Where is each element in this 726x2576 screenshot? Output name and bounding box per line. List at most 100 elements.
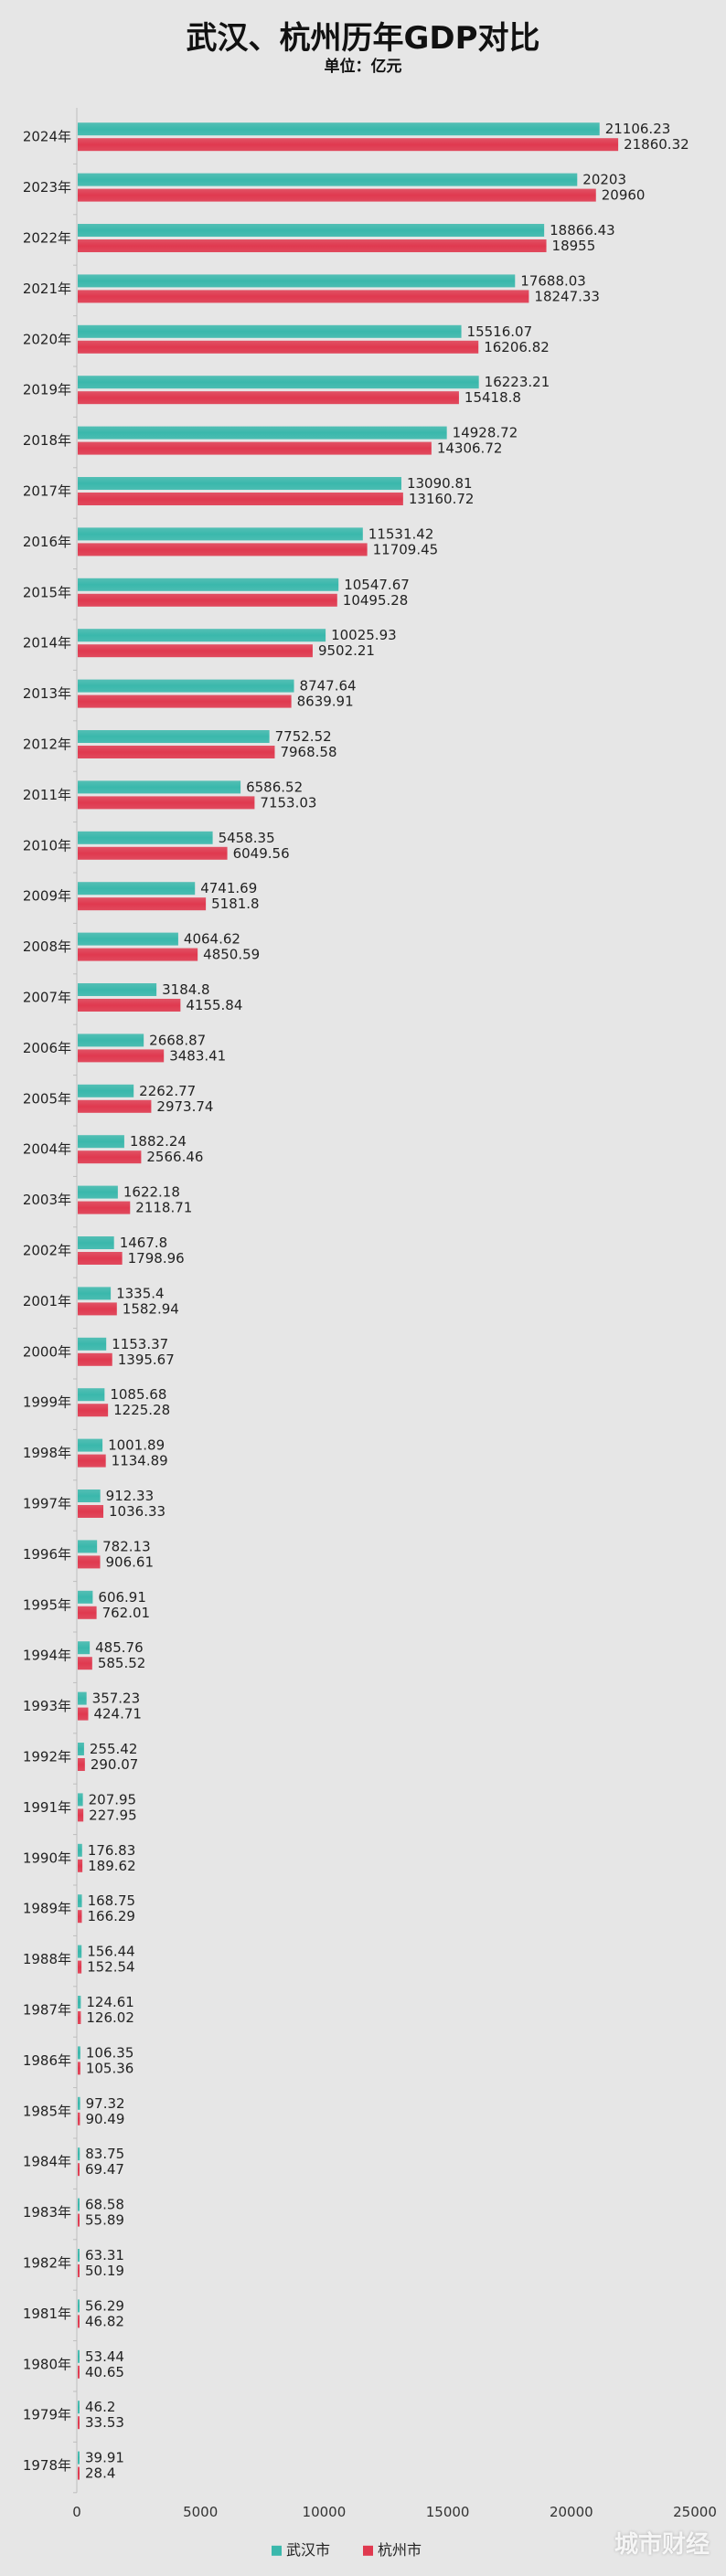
data-label-hangzhou: 4850.59 [203,947,260,963]
bar-wuhan [78,882,196,896]
legend-swatch-hangzhou [363,2545,373,2556]
data-label-hangzhou: 13160.72 [409,491,475,507]
bar-hangzhou [78,2466,80,2480]
data-label-wuhan: 4741.69 [200,880,257,896]
bar-wuhan [78,1843,82,1857]
category-label: 1983年 [23,2204,71,2221]
data-label-wuhan: 63.31 [85,2247,124,2263]
data-label-hangzhou: 290.07 [91,1756,139,1773]
data-label-wuhan: 485.76 [95,1639,144,1656]
category-label: 1982年 [23,2255,71,2272]
bar-hangzhou [78,441,432,455]
category-label: 2024年 [23,129,71,145]
bar-hangzhou [78,2163,80,2177]
data-label-hangzhou: 126.02 [86,2009,134,2026]
bar-wuhan [78,477,401,490]
category-label: 2017年 [23,483,71,500]
bar-hangzhou [78,999,181,1012]
bar-wuhan [78,2249,80,2262]
data-label-hangzhou: 21860.32 [624,136,689,153]
bar-wuhan [78,578,339,591]
category-label: 1999年 [23,1394,71,1411]
data-label-wuhan: 1335.4 [116,1285,165,1301]
bar-wuhan [78,2096,80,2110]
category-label: 2003年 [23,1192,71,1208]
data-label-hangzhou: 40.65 [85,2364,124,2380]
bar-wuhan [78,173,578,186]
x-tick-label: 15000 [426,2504,470,2520]
bar-hangzhou [78,2112,80,2125]
category-label: 1980年 [23,2356,71,2372]
data-label-hangzhou: 1798.96 [128,1250,185,1267]
bar-wuhan [78,376,479,389]
data-label-wuhan: 11531.42 [368,525,434,542]
bar-wuhan [78,1793,83,1807]
legend-swatch-wuhan [272,2545,282,2556]
bar-wuhan [78,122,600,136]
bar-hangzhou [78,2264,80,2277]
bar-wuhan [78,780,241,794]
category-label: 1991年 [23,1799,71,1816]
category-label: 2007年 [23,990,71,1006]
x-tick-label: 0 [72,2504,81,2520]
bar-hangzhou [78,1606,97,1619]
bar-wuhan [78,1034,144,1047]
data-label-wuhan: 6586.52 [246,779,303,795]
category-label: 2019年 [23,382,71,398]
category-label: 1995年 [23,1596,71,1613]
data-label-hangzhou: 1225.28 [113,1402,170,1418]
bar-hangzhou [78,1910,82,1924]
data-label-wuhan: 1467.8 [120,1235,168,1251]
bar-wuhan [78,1945,82,1958]
category-label: 2000年 [23,1343,71,1360]
bar-hangzhou [78,1707,89,1721]
bar-hangzhou [78,644,313,658]
x-tick-label: 25000 [673,2504,717,2520]
data-label-hangzhou: 189.62 [88,1858,135,1874]
data-label-wuhan: 17688.03 [520,272,586,289]
data-label-hangzhou: 585.52 [98,1655,146,1671]
data-label-wuhan: 1001.89 [108,1437,165,1454]
data-label-hangzhou: 166.29 [87,1908,135,1924]
bar-hangzhou [78,846,228,860]
data-label-wuhan: 10547.67 [344,577,410,593]
data-label-wuhan: 106.35 [86,2044,134,2061]
data-label-wuhan: 5458.35 [219,830,275,846]
data-label-wuhan: 782.13 [102,1538,151,1554]
data-label-hangzhou: 2973.74 [156,1098,213,1115]
data-label-hangzhou: 2566.46 [146,1149,203,1165]
bar-hangzhou [78,1404,109,1417]
x-tick-label: 10000 [303,2504,347,2520]
bar-wuhan [78,2401,80,2414]
category-label: 1997年 [23,1496,71,1512]
data-label-wuhan: 8747.64 [300,678,357,694]
bar-hangzhou [78,188,596,202]
data-label-hangzhou: 2118.71 [135,1200,192,1216]
data-label-hangzhou: 1036.33 [109,1503,165,1520]
bar-wuhan [78,983,157,996]
bar-wuhan [78,629,326,642]
watermark: 城市财经 [614,2531,710,2559]
data-label-hangzhou: 1134.89 [112,1453,168,1469]
category-label: 2005年 [23,1090,71,1107]
data-label-hangzhou: 6049.56 [233,845,290,862]
category-label: 1996年 [23,1546,71,1563]
chart-title: 武汉、杭州历年GDP对比 [186,20,540,57]
data-label-wuhan: 13090.81 [407,475,473,492]
bar-hangzhou [78,2062,80,2075]
data-label-wuhan: 56.29 [85,2297,124,2314]
data-label-wuhan: 46.2 [85,2399,115,2415]
bar-wuhan [78,679,294,693]
data-label-hangzhou: 90.49 [85,2111,124,2127]
data-label-wuhan: 21106.23 [605,121,671,137]
x-tick-label: 20000 [550,2504,593,2520]
data-label-wuhan: 83.75 [85,2146,124,2162]
bar-wuhan [78,1691,87,1705]
category-label: 2021年 [23,281,71,297]
category-label: 1994年 [23,1648,71,1664]
data-label-hangzhou: 5181.8 [211,896,260,912]
category-label: 1990年 [23,1850,71,1866]
bar-wuhan [78,1743,84,1755]
bar-wuhan [78,2451,80,2465]
bar-hangzhou [78,290,529,303]
